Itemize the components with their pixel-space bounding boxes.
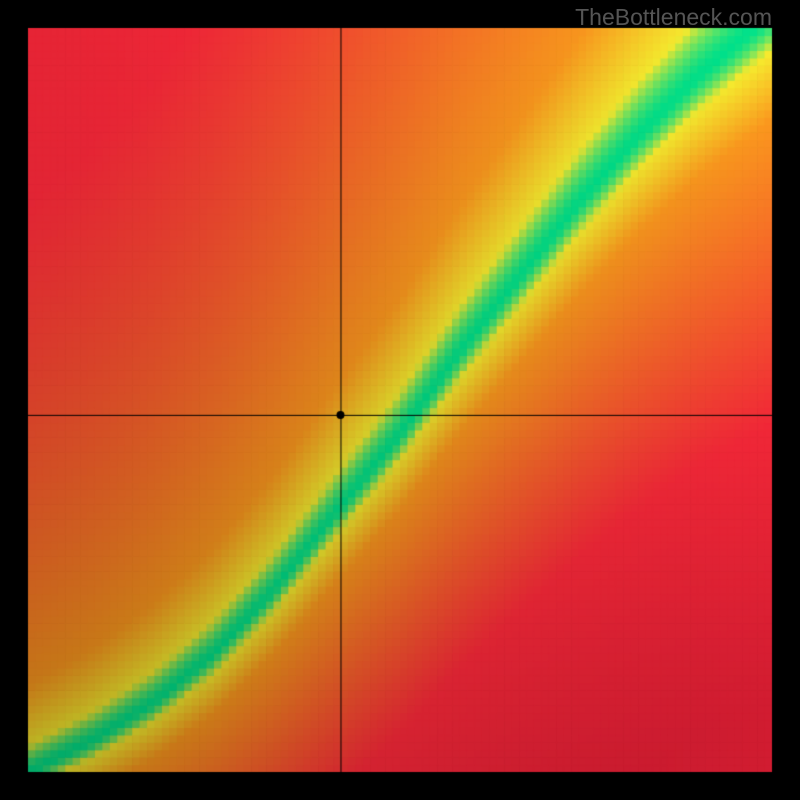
watermark-text: TheBottleneck.com bbox=[575, 4, 772, 31]
bottleneck-heatmap bbox=[0, 0, 800, 800]
chart-container: { "canvas": { "width": 800, "height": 80… bbox=[0, 0, 800, 800]
